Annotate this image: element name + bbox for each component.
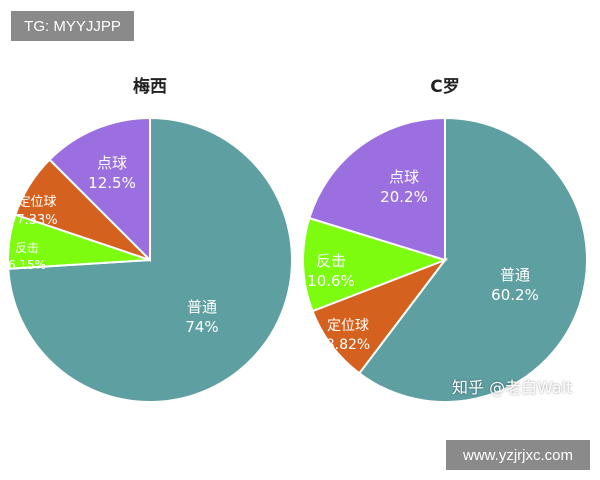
slice-value-label: 7.33% xyxy=(16,213,57,228)
watermark-top: TG: MYYJJPP xyxy=(11,11,134,41)
pie-slice xyxy=(302,216,449,313)
slice-value-label: 74% xyxy=(185,318,218,336)
slice-value-label: 20.2% xyxy=(380,188,428,206)
slice-label: 反击 xyxy=(15,241,39,255)
slice-label: 普通 xyxy=(187,298,217,316)
slice-label: 反击 xyxy=(316,252,346,270)
watermark-bottom: www.yzjrjxc.com xyxy=(446,440,590,470)
slice-value-label: 6.15% xyxy=(8,258,46,272)
pie-slice xyxy=(308,116,446,262)
credit-text: 知乎 @老白Walt xyxy=(452,378,573,397)
slice-label: 定位球 xyxy=(327,318,369,334)
slice-label: 普通 xyxy=(500,266,530,284)
slice-value-label: 10.6% xyxy=(307,272,355,290)
slice-value-label: 12.5% xyxy=(88,174,136,192)
slice-value-label: 8.82% xyxy=(326,337,370,353)
pie-slice xyxy=(357,116,588,403)
slice-value-label: 60.2% xyxy=(491,286,539,304)
pie-slice xyxy=(48,116,151,263)
chart-title: 梅西 xyxy=(133,76,167,97)
slice-label: 点球 xyxy=(389,168,419,186)
slice-label: 定位球 xyxy=(17,195,56,210)
chart-title: C罗 xyxy=(430,77,459,97)
slice-label: 点球 xyxy=(97,154,127,172)
